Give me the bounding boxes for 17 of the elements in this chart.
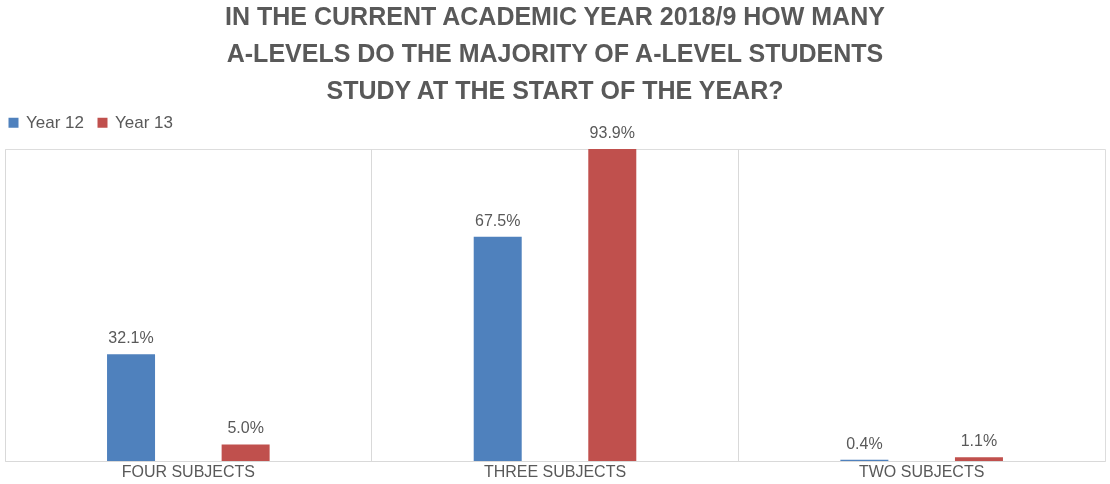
bar: [107, 354, 156, 461]
data-label: 5.0%: [227, 419, 264, 437]
data-label: 93.9%: [589, 124, 635, 141]
bar: [954, 457, 1003, 461]
chart-title: IN THE CURRENT ACADEMIC YEAR 2018/9 HOW MANY A-LEVELS DO THE MAJORITY OF A-LEVEL STUDENTS STUDY AT THE START OF THE YEAR?: [225, 2, 886, 104]
legend-label: Year 12: [26, 112, 84, 132]
x-tick-label: THREE SUBJECTS: [483, 462, 627, 480]
bar: [588, 149, 637, 461]
data-label: 32.1%: [108, 329, 154, 347]
data-label: 67.5%: [475, 211, 521, 229]
x-tick-label: TWO SUBJECTS: [858, 462, 985, 480]
x-tick-label: FOUR SUBJECTS: [121, 462, 256, 480]
data-label: 1.1%: [960, 432, 998, 450]
legend-label: Year 13: [115, 112, 173, 132]
data-label: 0.4%: [846, 434, 883, 452]
bar: [221, 444, 270, 461]
bar: [473, 236, 522, 461]
